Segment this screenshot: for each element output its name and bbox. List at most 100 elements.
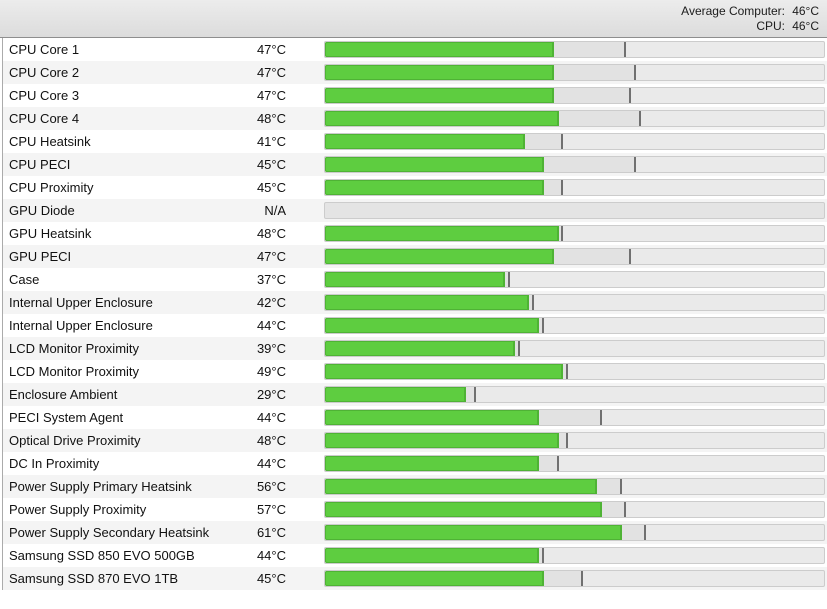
sensor-name: Samsung SSD 870 EVO 1TB (9, 571, 179, 586)
summary-average-value: 46°C (792, 3, 819, 18)
temp-bar (324, 409, 825, 426)
sensor-temp: 48°C (256, 111, 286, 126)
max-temp-tick (629, 88, 632, 103)
max-temp-tick (532, 295, 535, 310)
sensor-name: CPU Heatsink (9, 134, 91, 149)
max-temp-tick (624, 502, 627, 517)
temp-bar (324, 386, 825, 403)
sensor-temp: 42°C (256, 295, 286, 310)
temp-bar-fill (325, 134, 525, 149)
sensor-row: CPU Proximity 45°C (3, 176, 827, 199)
temp-bar-track (324, 340, 825, 357)
temp-bar (324, 340, 825, 357)
temp-bar-fill (325, 456, 540, 471)
temp-bar-fill (325, 341, 515, 356)
temp-bar-fill (325, 226, 559, 241)
sensor-row: DC In Proximity 44°C (3, 452, 827, 475)
sensor-temp: 47°C (256, 88, 286, 103)
summary-cpu-value: 46°C (792, 18, 819, 33)
sensor-temp: 47°C (256, 65, 286, 80)
temp-bar-fill (325, 295, 530, 310)
temp-bar-track (324, 156, 825, 173)
temp-bar-track (324, 570, 825, 587)
temp-bar-track (324, 202, 825, 219)
sensor-temp: 47°C (256, 249, 286, 264)
max-temp-tick (643, 525, 646, 540)
max-temp-tick (542, 318, 544, 333)
sensor-row: Internal Upper Enclosure 42°C (3, 291, 827, 314)
sensor-list: CPU Core 1 47°C CPU Core 2 47°C CPU Core… (2, 38, 827, 590)
summary-cpu: CPU: 46°C (0, 19, 819, 34)
sensor-name: CPU Core 4 (9, 111, 80, 126)
sensor-name: CPU Core 1 (9, 42, 80, 57)
temp-bar (324, 133, 825, 150)
temp-bar (324, 202, 825, 219)
sensor-name: Optical Drive Proximity (9, 433, 141, 448)
temp-bar (324, 570, 825, 587)
max-temp-tick (517, 341, 520, 356)
sensor-row: Optical Drive Proximity 48°C (3, 429, 827, 452)
sensor-name: CPU Core 3 (9, 88, 80, 103)
temp-bar-track (324, 432, 825, 449)
temp-bar-fill (325, 272, 506, 287)
max-temp-tick (629, 249, 632, 264)
sensor-row: Case 37°C (3, 268, 827, 291)
sensor-row: Internal Upper Enclosure 44°C (3, 314, 827, 337)
temp-bar-fill (325, 525, 622, 540)
temp-bar-track (324, 524, 825, 541)
temp-bar-fill (325, 364, 564, 379)
max-temp-tick (561, 226, 564, 241)
temp-bar-fill (325, 479, 598, 494)
sensor-name: PECI System Agent (9, 410, 124, 425)
temp-bar-track (324, 64, 825, 81)
sensor-temp: 61°C (256, 525, 286, 540)
sensor-name: CPU Proximity (9, 180, 94, 195)
sensor-temp: 45°C (256, 180, 286, 195)
temp-bar (324, 225, 825, 242)
temp-bar-track (324, 294, 825, 311)
temp-bar-track (324, 271, 825, 288)
sensor-temp: 56°C (256, 479, 286, 494)
max-temp-tick (638, 111, 641, 126)
sensor-name: DC In Proximity (9, 456, 100, 471)
temp-bar-track (324, 133, 825, 150)
sensor-name: GPU PECI (9, 249, 72, 264)
temp-bar-track (324, 225, 825, 242)
max-temp-tick (634, 157, 637, 172)
sensor-row: CPU Core 3 47°C (3, 84, 827, 107)
sensor-temp: 41°C (256, 134, 286, 149)
temp-bar (324, 501, 825, 518)
summary-header: Average Computer: 46°C CPU: 46°C (0, 0, 827, 38)
sensor-name: Power Supply Secondary Heatsink (9, 525, 210, 540)
max-temp-tick (619, 479, 622, 494)
sensor-temp: 45°C (256, 571, 286, 586)
sensor-temp: 29°C (256, 387, 286, 402)
temp-bar (324, 248, 825, 265)
sensor-row: Power Supply Primary Heatsink 56°C (3, 475, 827, 498)
max-temp-tick (634, 65, 637, 80)
max-temp-tick (556, 456, 559, 471)
summary-average-label: Average Computer: (681, 3, 785, 18)
temp-bar-fill (325, 387, 467, 402)
sensor-temp: 44°C (256, 456, 286, 471)
max-temp-tick (508, 272, 511, 287)
sensor-row: Samsung SSD 870 EVO 1TB 45°C (3, 567, 827, 590)
sensor-name: Power Supply Primary Heatsink (9, 479, 192, 494)
temp-bar (324, 156, 825, 173)
sensor-name: Samsung SSD 850 EVO 500GB (9, 548, 195, 563)
summary-average-computer: Average Computer: 46°C (0, 4, 819, 19)
max-temp-tick (600, 410, 603, 425)
sensor-temp: 37°C (256, 272, 286, 287)
temp-bar-track (324, 363, 825, 380)
sensor-temp: 48°C (256, 226, 286, 241)
temp-bar (324, 64, 825, 81)
temp-bar (324, 432, 825, 449)
temp-bar-fill (325, 42, 554, 57)
sensor-temp: 49°C (256, 364, 286, 379)
sensor-name: Power Supply Proximity (9, 502, 147, 517)
sensor-temp: 39°C (256, 341, 286, 356)
temp-bar-fill (325, 157, 544, 172)
sensor-row: CPU Core 4 48°C (3, 107, 827, 130)
sensor-temp: 57°C (256, 502, 286, 517)
temp-bar (324, 110, 825, 127)
